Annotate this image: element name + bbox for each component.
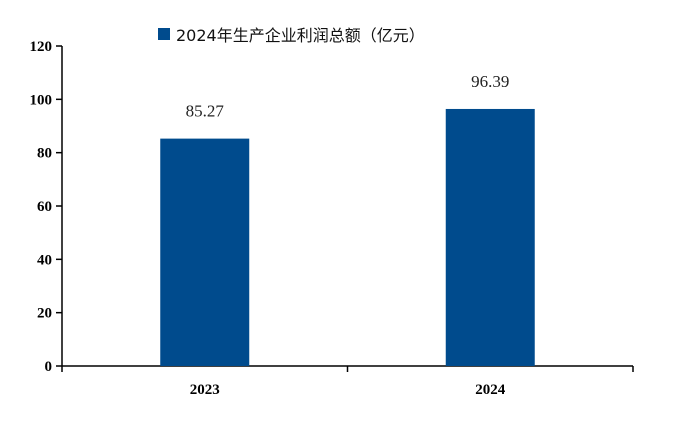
y-tick-label: 60 xyxy=(37,199,52,215)
legend-swatch xyxy=(158,28,170,40)
x-tick-label-2023: 2023 xyxy=(190,382,220,398)
y-tick-label: 120 xyxy=(30,39,53,55)
y-tick-label: 40 xyxy=(37,252,52,268)
legend: 2024年生产企业利润总额（亿元） xyxy=(158,22,425,46)
data-label-2023: 85.27 xyxy=(186,102,225,121)
bar-2023 xyxy=(160,138,250,366)
legend-label: 2024年生产企业利润总额（亿元） xyxy=(176,26,425,45)
data-label-2024: 96.39 xyxy=(471,72,509,91)
y-tick-label: 100 xyxy=(30,92,53,108)
y-tick-label: 20 xyxy=(37,306,52,322)
y-tick-label: 80 xyxy=(37,146,52,162)
x-tick-label-2024: 2024 xyxy=(475,382,506,398)
bar-2024 xyxy=(445,108,535,367)
y-tick-label: 0 xyxy=(45,359,53,375)
